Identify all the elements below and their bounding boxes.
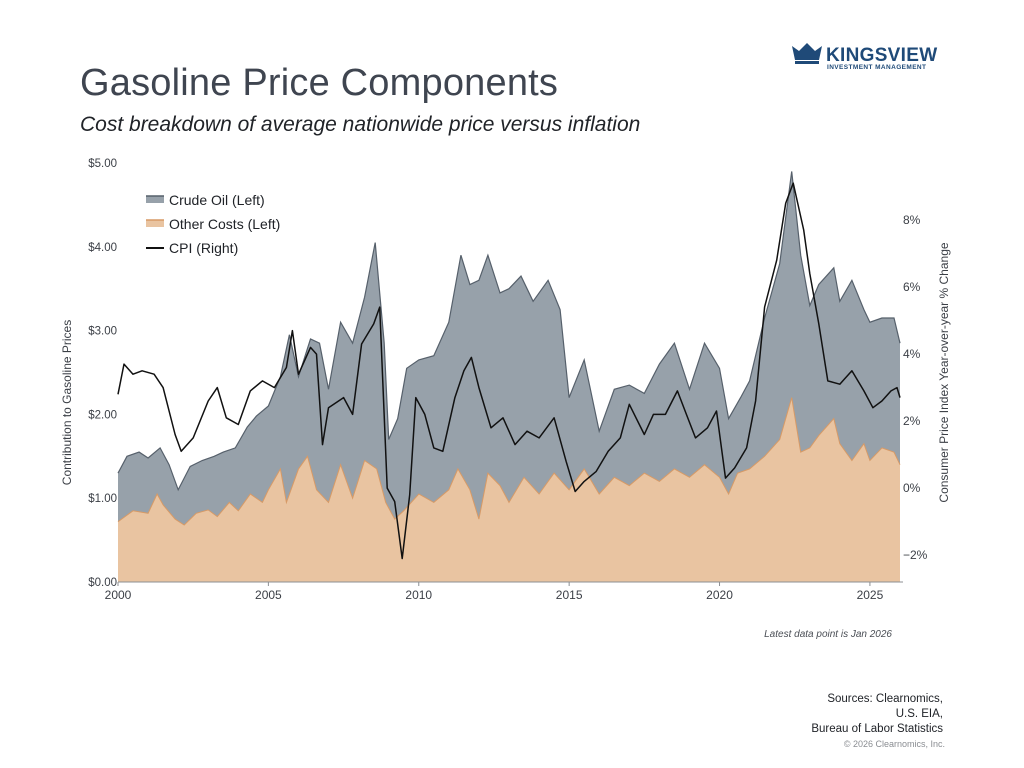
- right-tick-label: −2%: [903, 548, 928, 562]
- left-tick-label: $2.00: [88, 409, 117, 421]
- right-tick-label: 8%: [903, 213, 921, 227]
- source-line: Bureau of Labor Statistics: [811, 723, 943, 735]
- x-tick-label: 2010: [405, 588, 432, 602]
- right-tick-label: 0%: [903, 481, 921, 495]
- left-tick-label: $1.00: [88, 493, 117, 505]
- logo-name: KINGSVIEW: [826, 45, 938, 66]
- legend-swatch-crude-oil: [146, 196, 164, 203]
- legend-swatch-other-costs: [146, 220, 164, 227]
- left-tick-label: $3.00: [88, 326, 117, 338]
- right-tick-label: 2%: [903, 414, 921, 428]
- left-tick-label: $5.00: [88, 158, 117, 170]
- chart-subtitle: Cost breakdown of average nationwide pri…: [80, 113, 641, 136]
- cpi-line: [117, 182, 901, 560]
- x-tick-label: 2000: [105, 588, 132, 602]
- legend-label: Crude Oil (Left): [169, 192, 265, 208]
- sources: Sources: Clearnomics, U.S. EIA, Bureau o…: [811, 692, 943, 737]
- source-line: Sources: Clearnomics,: [827, 693, 943, 705]
- legend: Crude Oil (Left) Other Costs (Left) CPI (R…: [146, 192, 280, 256]
- other-costs-line: [117, 397, 901, 526]
- left-tick-label: $0.00: [88, 577, 117, 589]
- other-costs-area: [118, 397, 900, 582]
- x-tick-label: 2025: [857, 588, 884, 602]
- right-tick-label: 6%: [903, 280, 921, 294]
- right-tick-label: 4%: [903, 347, 921, 361]
- legend-label: CPI (Right): [169, 240, 238, 256]
- plot-areas: [117, 171, 901, 582]
- x-tick-label: 2005: [255, 588, 282, 602]
- crown-icon: [792, 43, 822, 64]
- x-tick-label: 2015: [556, 588, 583, 602]
- copyright: © 2026 Clearnomics, Inc.: [843, 739, 945, 749]
- axes: 2000 2005 2010 2015 2020 2025 $0.00 $1.00 $2.00 $…: [60, 158, 951, 602]
- kingsview-logo: KINGSVIEW INVESTMENT MANAGEMENT: [792, 42, 937, 71]
- legend-label: Other Costs (Left): [169, 216, 280, 232]
- left-tick-label: $4.00: [88, 242, 117, 254]
- crude-oil-line: [117, 171, 901, 492]
- latest-data-note: Latest data point is Jan 2026: [764, 629, 892, 640]
- chart-title: Gasoline Price Components: [80, 62, 559, 104]
- source-line: U.S. EIA,: [895, 708, 943, 720]
- right-axis-title: Consumer Price Index Year-over-year % Ch…: [937, 242, 951, 502]
- left-axis-title: Contribution to Gasoline Prices: [60, 320, 74, 485]
- x-tick-label: 2020: [706, 588, 733, 602]
- logo-tagline: INVESTMENT MANAGEMENT: [827, 64, 927, 71]
